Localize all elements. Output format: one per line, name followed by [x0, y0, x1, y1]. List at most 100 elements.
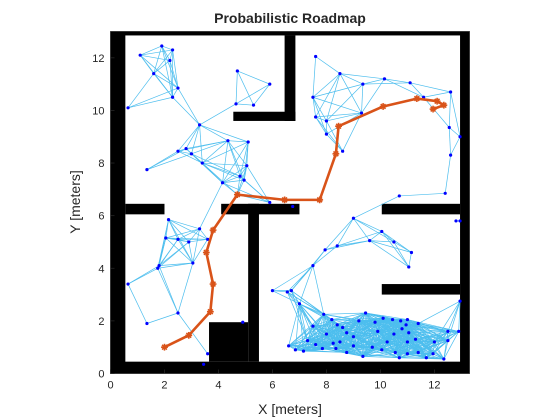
roadmap-node	[408, 81, 412, 85]
roadmap-edge	[410, 82, 451, 93]
roadmap-node	[442, 357, 446, 361]
roadmap-node	[184, 146, 188, 151]
roadmap-edge	[353, 336, 396, 353]
roadmap-edge	[342, 327, 348, 353]
roadmap-edge	[288, 314, 324, 347]
obstacle	[460, 31, 470, 374]
roadmap-edge	[177, 238, 189, 243]
roadmap-node	[413, 337, 418, 341]
roadmap-node	[251, 103, 256, 107]
roadmap-node	[166, 218, 171, 222]
roadmap-edge	[199, 228, 208, 240]
roadmap-edge	[346, 352, 363, 357]
y-tick-label: 4	[98, 263, 104, 275]
roadmap-node	[324, 119, 329, 123]
roadmap-node	[341, 325, 345, 330]
roadmap-edge	[353, 195, 400, 219]
roadmap-edge	[326, 73, 341, 122]
roadmap-edge	[153, 73, 173, 98]
roadmap-edge	[407, 319, 459, 332]
roadmap-edge	[381, 341, 435, 351]
roadmap-edge	[315, 116, 327, 135]
roadmap-node	[393, 350, 397, 355]
obstacle	[233, 111, 296, 121]
roadmap-edge	[199, 103, 237, 126]
roadmap-node	[157, 264, 161, 268]
roadmap-node	[351, 335, 356, 339]
roadmap-edge	[342, 312, 366, 328]
roadmap-node	[164, 236, 168, 240]
path-waypoint	[161, 343, 168, 351]
roadmap-node	[449, 153, 453, 157]
roadmap-edge	[287, 265, 314, 293]
roadmap-node	[176, 311, 180, 315]
roadmap-edge	[365, 312, 376, 323]
roadmap-edge	[342, 317, 384, 328]
roadmap-edge	[346, 312, 366, 333]
roadmap-edge	[177, 150, 203, 164]
roadmap-edge	[169, 49, 173, 61]
roadmap-edge	[127, 283, 148, 324]
chart-title: Probabilistic Roadmap	[214, 10, 366, 26]
roadmap-edge	[192, 239, 208, 264]
roadmap-edge	[235, 103, 254, 106]
roadmap-node	[397, 194, 401, 198]
roadmap-edge	[369, 240, 409, 268]
roadmap-edge	[374, 321, 407, 326]
roadmap-edge	[165, 228, 200, 239]
roadmap-node	[407, 331, 411, 335]
y-tick-label: 2	[98, 316, 104, 328]
roadmap-edge	[336, 324, 364, 357]
roadmap-node	[170, 95, 175, 99]
roadmap-node	[242, 178, 246, 182]
plot-area	[110, 31, 470, 374]
roadmap-edge	[315, 327, 343, 345]
roadmap-edge	[177, 262, 194, 314]
roadmap-edge	[222, 182, 270, 203]
roadmap-edge	[312, 73, 341, 98]
roadmap-node	[311, 264, 315, 268]
roadmap-edge	[426, 357, 444, 360]
roadmap-edge	[392, 319, 419, 353]
roadmap-edge	[393, 241, 412, 253]
roadmap-node	[385, 340, 389, 344]
roadmap-node	[287, 344, 291, 348]
roadmap-edge	[146, 150, 179, 170]
roadmap-edge	[339, 73, 385, 80]
obstacle-layer	[110, 31, 470, 374]
obstacle	[209, 322, 249, 362]
roadmap-edge	[423, 91, 451, 98]
roadmap-edge	[365, 312, 396, 353]
roadmap-edge	[202, 162, 238, 195]
roadmap-node	[424, 356, 428, 360]
roadmap-edge	[157, 219, 169, 269]
roadmap-edge	[165, 237, 194, 264]
roadmap-node	[268, 82, 272, 86]
roadmap-edge	[272, 290, 288, 293]
roadmap-edge	[287, 291, 300, 305]
roadmap-edge	[361, 78, 385, 114]
roadmap-edge	[288, 340, 308, 347]
roadmap-node	[156, 266, 160, 270]
roadmap-node	[197, 227, 202, 231]
roadmap-edge	[237, 179, 245, 195]
roadmap-node	[407, 265, 411, 269]
path-waypoint	[316, 196, 324, 204]
roadmap-node	[373, 320, 377, 324]
roadmap-node	[241, 320, 245, 324]
y-tick-label: 12	[92, 53, 104, 65]
roadmap-edge	[458, 301, 461, 332]
roadmap-edge	[191, 153, 241, 177]
roadmap-edge	[161, 45, 173, 98]
roadmap-node	[380, 229, 384, 234]
roadmap-edge	[444, 155, 451, 194]
roadmap-edge	[227, 140, 245, 181]
roadmap-edge	[418, 352, 427, 359]
roadmap-edge	[235, 83, 270, 105]
roadmap-node	[145, 321, 149, 326]
roadmap-edge	[177, 239, 194, 264]
path-waypoint	[429, 105, 437, 113]
roadmap-edge	[191, 124, 200, 154]
roadmap-edge	[188, 241, 194, 264]
roadmap-edge	[423, 97, 450, 128]
